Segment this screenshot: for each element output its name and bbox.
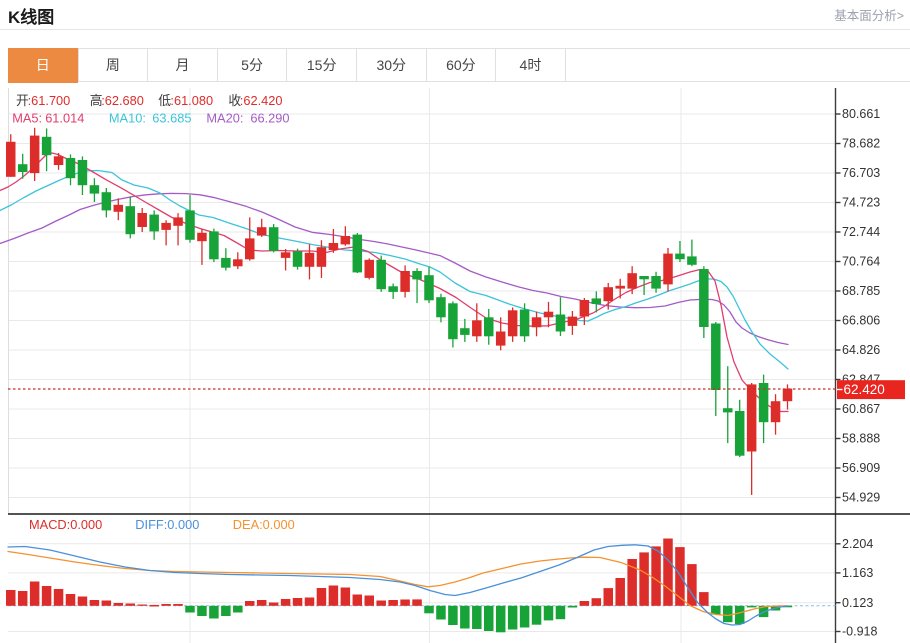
svg-text:MA20:: MA20: [206, 111, 243, 126]
svg-text:1.163: 1.163 [842, 566, 873, 580]
svg-text:66.290: 66.290 [250, 111, 289, 126]
svg-text:MA10:: MA10: [109, 111, 146, 126]
svg-text:DEA:0.000: DEA:0.000 [233, 517, 295, 532]
svg-text:2.204: 2.204 [842, 537, 873, 551]
svg-text:66.806: 66.806 [842, 314, 880, 328]
svg-text:高: 高 [90, 93, 103, 108]
svg-text:0.123: 0.123 [842, 596, 873, 610]
svg-text:收: 收 [228, 93, 241, 108]
svg-text:74.723: 74.723 [842, 196, 880, 210]
svg-text:MACD:0.000: MACD:0.000 [29, 517, 102, 532]
svg-text:70.764: 70.764 [842, 255, 880, 269]
svg-text:63.685: 63.685 [152, 111, 191, 126]
svg-text:54.929: 54.929 [842, 491, 880, 505]
svg-text:-0.918: -0.918 [842, 625, 877, 639]
svg-text:MA5:: MA5: [12, 111, 42, 126]
svg-text:76.703: 76.703 [842, 166, 880, 180]
svg-text:DIFF:0.000: DIFF:0.000 [135, 517, 199, 532]
svg-text:78.682: 78.682 [842, 137, 880, 151]
svg-text:60.867: 60.867 [842, 402, 880, 416]
svg-text:68.785: 68.785 [842, 284, 880, 298]
svg-text::61.700: :61.700 [28, 93, 71, 108]
svg-text:开: 开 [16, 93, 29, 108]
svg-text:80.661: 80.661 [842, 107, 880, 121]
svg-text:61.014: 61.014 [45, 111, 84, 126]
svg-text:低: 低 [158, 93, 171, 108]
svg-text::61.080: :61.080 [170, 93, 213, 108]
svg-text:72.744: 72.744 [842, 225, 880, 239]
svg-text::62.420: :62.420 [240, 93, 283, 108]
svg-text:58.888: 58.888 [842, 432, 880, 446]
svg-text:56.909: 56.909 [842, 461, 880, 475]
svg-text:64.826: 64.826 [842, 343, 880, 357]
svg-text::62.680: :62.680 [101, 93, 144, 108]
svg-text:62.420: 62.420 [844, 382, 885, 397]
